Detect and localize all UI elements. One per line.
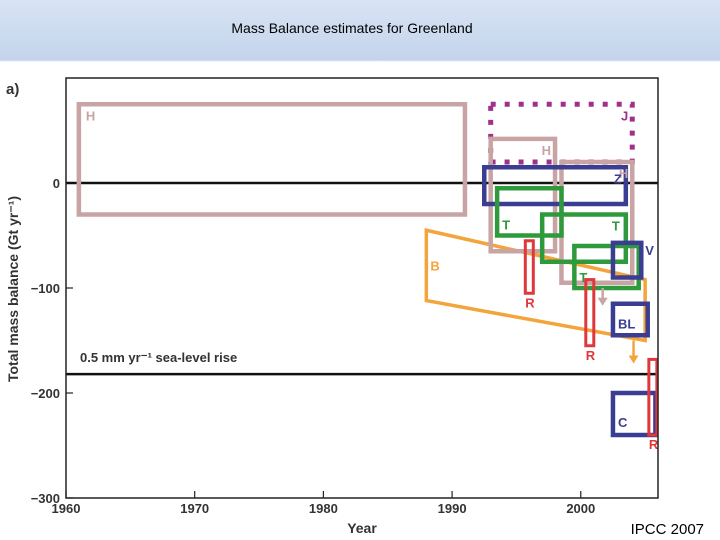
estimate-box (494, 186, 564, 238)
range-bar-label: R (649, 437, 659, 452)
estimate-box (539, 212, 629, 264)
slide-title: Mass Balance estimates for Greenland (231, 20, 473, 36)
estimate-box-label: H (542, 143, 551, 158)
range-bar-label: R (525, 295, 535, 310)
y-tick-label: 0 (53, 176, 60, 191)
chart-svg: 1960 1970 1980 1990 2000 −300 −200 −100 0 0.5 mm … (5, 77, 659, 536)
y-tick-label: −100 (31, 281, 60, 296)
estimate-box-label: J (621, 108, 628, 123)
x-tick-label: 1980 (309, 501, 338, 516)
range-bar (523, 239, 535, 295)
grid-layer: 1960 1970 1980 1990 2000 −300 −200 −100 0 0.5 mm … (31, 176, 658, 516)
estimate-box-label: T (612, 219, 620, 234)
y-axis-label: Total mass balance (Gt yr⁻¹) (5, 196, 21, 382)
estimate-box-label: H (86, 108, 95, 123)
plot-frame (65, 77, 659, 499)
chart-figure: 1960 1970 1980 1990 2000 −300 −200 −100 0 0.5 mm … (0, 64, 672, 540)
estimate-box-label: T (502, 218, 510, 233)
x-tick-label: 1960 (52, 501, 81, 516)
estimate-box (610, 240, 644, 280)
arrow-head (597, 297, 608, 306)
range-bar (584, 278, 596, 348)
estimate-box (488, 101, 635, 165)
y-tick-label: −300 (31, 491, 60, 506)
estimate-box-label: BL (618, 316, 635, 331)
x-tick-label: 1970 (180, 501, 209, 516)
estimate-box-label: T (579, 270, 587, 285)
x-tick-label: 1990 (438, 501, 467, 516)
estimate-box-label: C (618, 415, 628, 430)
estimate-box-label: H (619, 166, 628, 181)
trend-band-label: B (430, 258, 439, 273)
arrow-head (628, 355, 639, 364)
range-bar (647, 357, 659, 437)
estimate-box (488, 136, 558, 254)
estimate-box (610, 301, 650, 338)
estimate-box (76, 102, 468, 217)
x-axis-label: Year (347, 520, 377, 536)
estimate-box (572, 243, 641, 291)
reference-line-label: 0.5 mm yr⁻¹ sea-level rise (80, 350, 237, 365)
estimate-box-label: V (645, 243, 654, 258)
source-credit: IPCC 2007 (630, 521, 704, 538)
estimate-box-label: Z (614, 171, 622, 186)
estimate-box (482, 165, 629, 207)
y-tick-label: −200 (31, 386, 60, 401)
range-bar-label: R (586, 348, 596, 363)
x-tick-label: 2000 (566, 501, 595, 516)
panel-label: a) (6, 81, 19, 98)
